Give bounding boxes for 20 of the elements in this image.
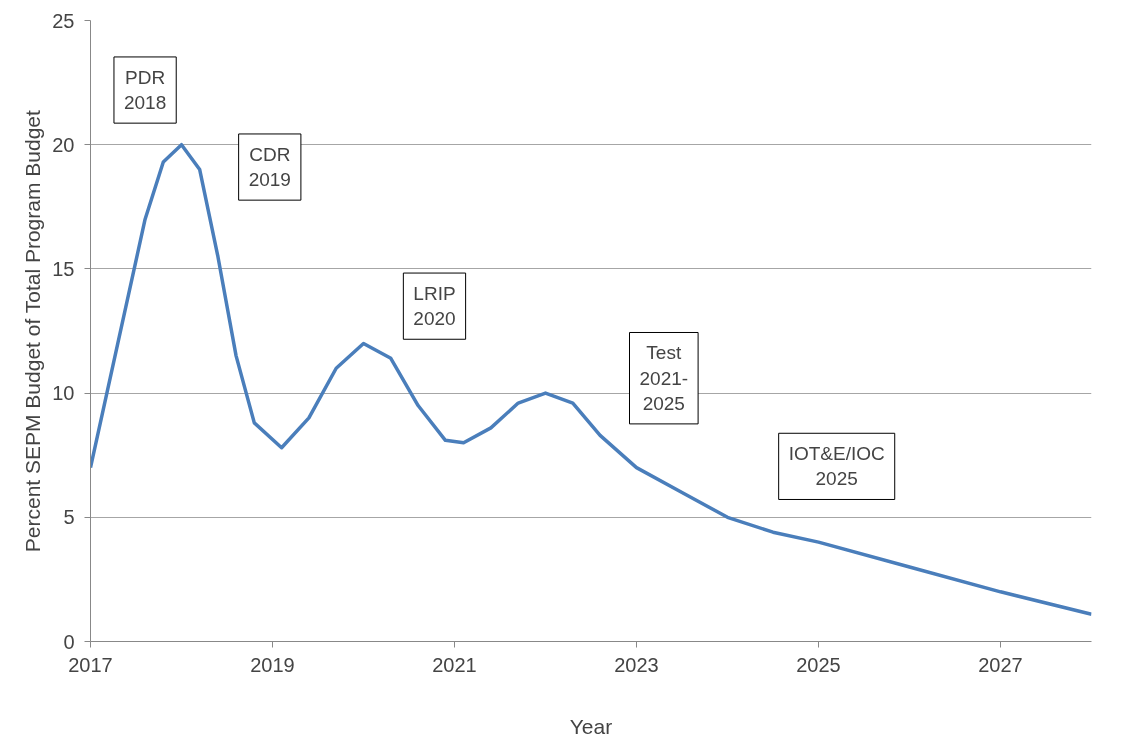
y-tick-label: 15 — [52, 257, 75, 280]
annotation: CDR 2019 — [248, 143, 291, 191]
x-tick-label: 2021 — [432, 653, 477, 676]
y-tick-label: 25 — [52, 9, 75, 32]
line-series — [90, 142, 1092, 616]
y-axis-title: Percent SEPM Budget of Total Program Budget — [21, 110, 45, 553]
x-tick-label: 2027 — [978, 653, 1023, 676]
x-tick-label: 2023 — [614, 653, 659, 676]
y-tick-label: 10 — [52, 382, 75, 405]
annotation: PDR 2018 — [123, 66, 167, 114]
y-tick-label: 0 — [63, 630, 75, 653]
x-tick-label: 2025 — [796, 653, 841, 676]
y-tick-label: 20 — [52, 133, 75, 156]
x-tick-label: 2017 — [68, 653, 113, 676]
annotation: IOT&E/IOC 2025 — [788, 443, 885, 490]
x-tick-label: 2019 — [250, 653, 295, 676]
annotation: Test 2021- 2025 — [639, 342, 689, 414]
annotation: LRIP 2020 — [413, 283, 456, 330]
y-tick-label: 5 — [63, 506, 75, 529]
x-axis-title: Year — [569, 714, 613, 738]
